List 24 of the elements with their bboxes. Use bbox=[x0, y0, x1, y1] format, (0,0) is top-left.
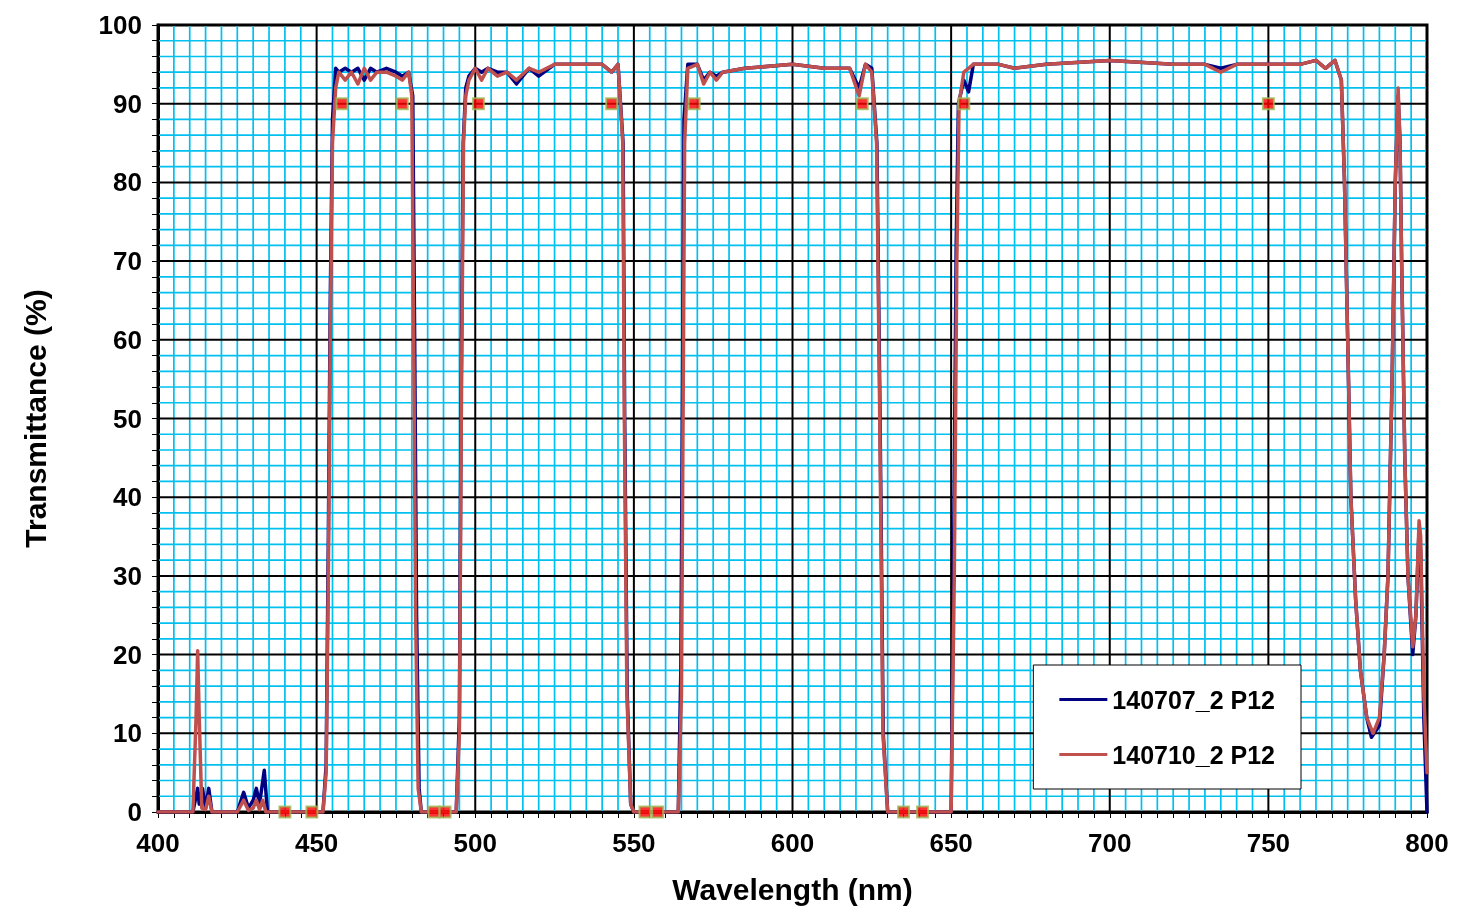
y-tick-label: 20 bbox=[113, 639, 142, 670]
y-tick-label: 50 bbox=[113, 403, 142, 434]
y-axis-title: Transmittance (%) bbox=[18, 289, 52, 548]
x-tick-label: 750 bbox=[1246, 828, 1291, 858]
y-tick-label: 80 bbox=[113, 167, 142, 198]
y-tick-label: 100 bbox=[98, 10, 142, 40]
y-tick-label: 70 bbox=[113, 246, 142, 277]
legend-label: 140710_2 P12 bbox=[1112, 740, 1276, 769]
legend-label: 140707_2 P12 bbox=[1112, 685, 1276, 714]
x-axis-title: Wavelength (nm) bbox=[672, 872, 913, 906]
y-tick-label: 90 bbox=[113, 88, 142, 119]
y-tick-label: 0 bbox=[127, 797, 142, 827]
y-tick-label: 30 bbox=[113, 560, 142, 591]
y-tick-label: 60 bbox=[113, 324, 142, 355]
x-tick-label: 500 bbox=[453, 828, 497, 858]
x-tick-label: 650 bbox=[929, 828, 973, 858]
y-tick-label: 10 bbox=[113, 718, 142, 749]
y-tick-label: 40 bbox=[113, 482, 142, 513]
x-tick-label: 600 bbox=[770, 828, 815, 858]
x-tick-label: 800 bbox=[1405, 828, 1449, 858]
x-tick-label: 400 bbox=[136, 828, 180, 858]
x-tick-label: 700 bbox=[1088, 828, 1132, 858]
x-tick-label: 550 bbox=[612, 828, 656, 858]
x-tick-label: 450 bbox=[294, 828, 339, 858]
